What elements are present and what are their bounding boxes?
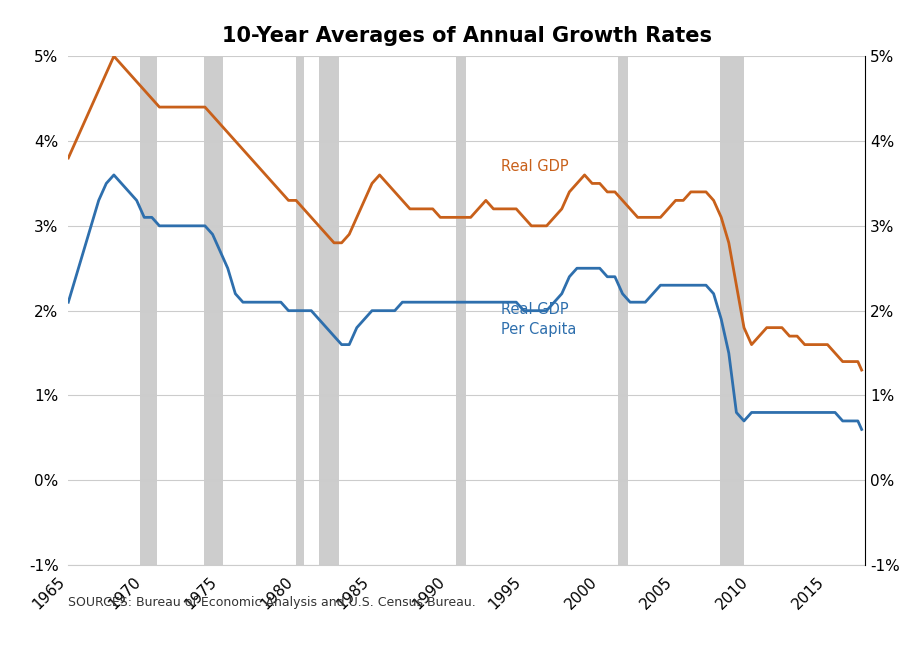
Text: Federal Reserve Bank: Federal Reserve Bank [16, 630, 191, 644]
Bar [456, 56, 466, 565]
Text: Real GDP
Per Capita: Real GDP Per Capita [501, 302, 577, 336]
Bar [204, 56, 223, 565]
Bar [296, 56, 303, 565]
Bar [618, 56, 628, 565]
Bar [319, 56, 339, 565]
Title: 10-Year Averages of Annual Growth Rates: 10-Year Averages of Annual Growth Rates [222, 26, 711, 46]
Text: of: of [191, 630, 206, 644]
Text: F: F [16, 630, 27, 644]
Text: Real GDP: Real GDP [501, 159, 568, 174]
Bar [140, 56, 157, 565]
Text: SOURCES: Bureau of Economic Analysis and U.S. Census Bureau.: SOURCES: Bureau of Economic Analysis and… [68, 596, 476, 609]
Text: St. Louis: St. Louis [206, 630, 279, 644]
Bar [720, 56, 744, 565]
